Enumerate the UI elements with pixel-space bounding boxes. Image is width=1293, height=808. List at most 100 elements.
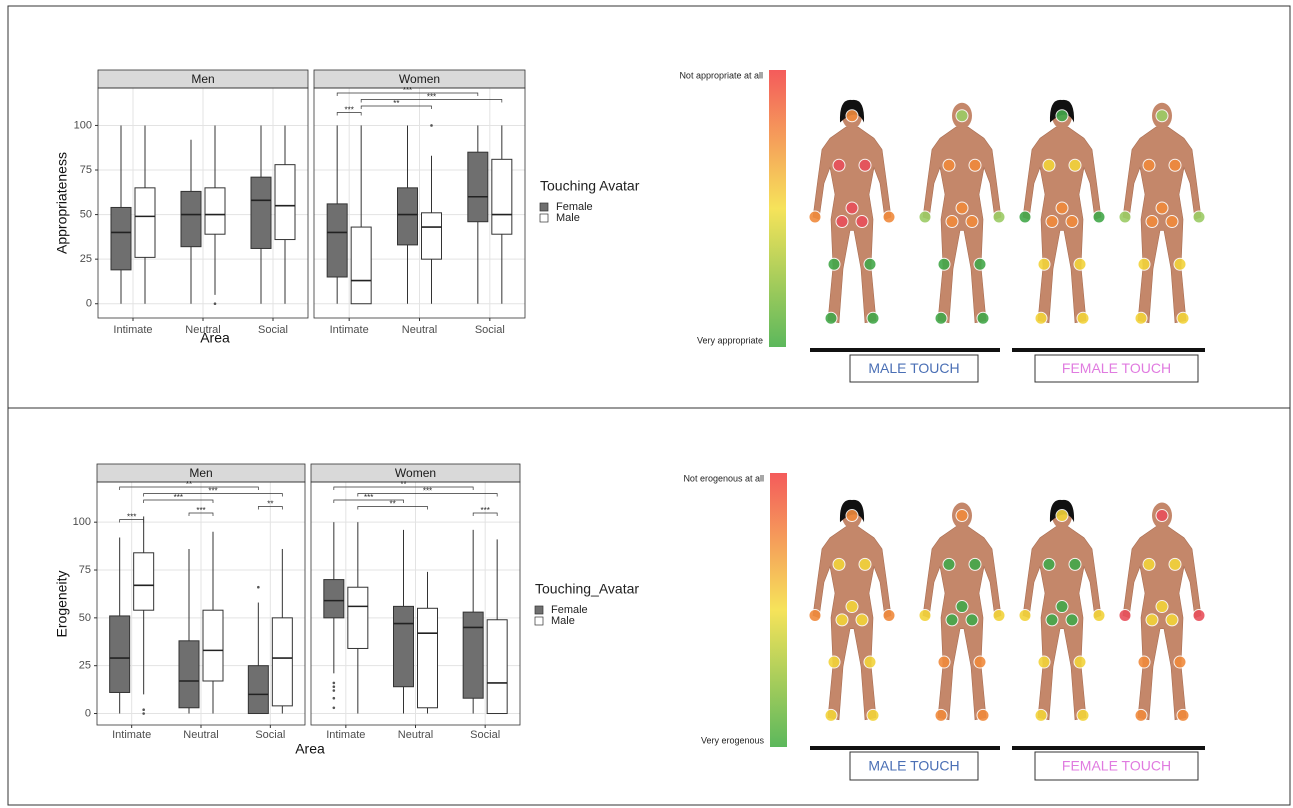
avatar-body	[1123, 527, 1201, 720]
significance-label: ***	[427, 93, 436, 102]
touch-spot	[1156, 601, 1168, 613]
x-tick-label: Social	[258, 324, 288, 336]
touch-spot	[1046, 614, 1058, 626]
box	[135, 188, 155, 258]
outlier	[333, 697, 336, 700]
touch-spot	[919, 211, 931, 223]
y-tick-label: 100	[74, 119, 92, 131]
y-axis-title: Appropriateness	[54, 152, 70, 254]
x-tick-label: Intimate	[326, 729, 365, 741]
y-tick-label: 0	[86, 298, 92, 310]
touch-spot	[1043, 558, 1055, 570]
box	[251, 177, 271, 248]
outlier	[333, 706, 336, 709]
box	[398, 188, 418, 245]
x-tick-label: Neutral	[398, 729, 433, 741]
touch-spot	[977, 312, 989, 324]
touch-spot	[833, 159, 845, 171]
y-tick-label: 25	[80, 253, 92, 265]
box	[468, 152, 488, 222]
significance-label: ***	[196, 506, 205, 515]
y-tick-label: 25	[79, 660, 91, 672]
legend-label: Male	[556, 212, 580, 224]
outlier	[430, 124, 433, 127]
touch-spot	[1066, 216, 1078, 228]
touch-spot	[833, 558, 845, 570]
x-tick-label: Intimate	[113, 324, 152, 336]
box	[418, 608, 438, 707]
touch-spot	[935, 312, 947, 324]
touch-spot	[1038, 656, 1050, 668]
box	[327, 204, 347, 277]
touch-spot	[1077, 709, 1089, 721]
significance-label: ***	[208, 487, 217, 496]
significance-label: ***	[480, 506, 489, 515]
touch-spot	[1169, 159, 1181, 171]
touch-spot	[867, 709, 879, 721]
group-label: MALE TOUCH	[868, 360, 959, 376]
touch-spot	[1156, 110, 1168, 122]
legend-key	[535, 617, 543, 625]
figure: MenIntimateNeutralSocialWomenIntimateNeu…	[0, 0, 1293, 808]
box	[134, 553, 154, 610]
touch-spot	[1069, 159, 1081, 171]
touch-spot	[1156, 510, 1168, 522]
outlier	[142, 708, 145, 711]
touch-spot	[825, 312, 837, 324]
touch-spot	[825, 709, 837, 721]
group-label: MALE TOUCH	[868, 758, 959, 774]
significance-label: ***	[344, 106, 353, 115]
box	[324, 580, 344, 618]
touch-spot	[1066, 614, 1078, 626]
touch-spot	[943, 159, 955, 171]
avatar-body	[1023, 527, 1101, 720]
group-label: FEMALE TOUCH	[1062, 360, 1171, 376]
touch-spot	[1043, 159, 1055, 171]
touch-spot	[935, 709, 947, 721]
color-bar	[770, 473, 787, 747]
touch-spot	[974, 258, 986, 270]
color-bar	[769, 70, 786, 347]
y-axis-title: Erogeneity	[54, 571, 70, 638]
touch-spot	[946, 614, 958, 626]
touch-spot	[836, 614, 848, 626]
touch-spot	[1056, 510, 1068, 522]
touch-spot	[1056, 202, 1068, 214]
touch-spot	[1019, 609, 1031, 621]
box	[487, 620, 507, 714]
box	[463, 612, 483, 698]
touch-spot	[956, 510, 968, 522]
x-tick-label: Social	[470, 729, 500, 741]
touch-spot	[966, 216, 978, 228]
significance-label: **	[186, 480, 192, 489]
box	[394, 606, 414, 686]
outlier	[142, 712, 145, 715]
outlier	[214, 302, 217, 305]
touch-spot	[859, 159, 871, 171]
touch-spot	[1135, 709, 1147, 721]
touch-spot	[1138, 656, 1150, 668]
touch-spot	[1056, 601, 1068, 613]
touch-spot	[1169, 558, 1181, 570]
touch-spot	[846, 110, 858, 122]
touch-spot	[883, 211, 895, 223]
y-tick-label: 0	[85, 707, 91, 719]
touch-spot	[864, 656, 876, 668]
box	[205, 188, 225, 234]
touch-spot	[1038, 258, 1050, 270]
x-tick-label: Intimate	[112, 729, 151, 741]
touch-spot	[1193, 609, 1205, 621]
significance-label: ***	[423, 487, 432, 496]
x-axis-title: Area	[200, 330, 230, 346]
touch-spot	[1193, 211, 1205, 223]
color-bar-bottom-label: Very appropriate	[697, 335, 763, 345]
facet-label: Women	[399, 72, 440, 86]
x-tick-label: Neutral	[183, 729, 218, 741]
box	[248, 666, 268, 714]
touch-spot	[966, 614, 978, 626]
avatar-body	[1123, 127, 1201, 323]
legend-key	[535, 606, 543, 614]
y-tick-label: 100	[73, 516, 91, 528]
touch-spot	[938, 656, 950, 668]
touch-spot	[864, 258, 876, 270]
